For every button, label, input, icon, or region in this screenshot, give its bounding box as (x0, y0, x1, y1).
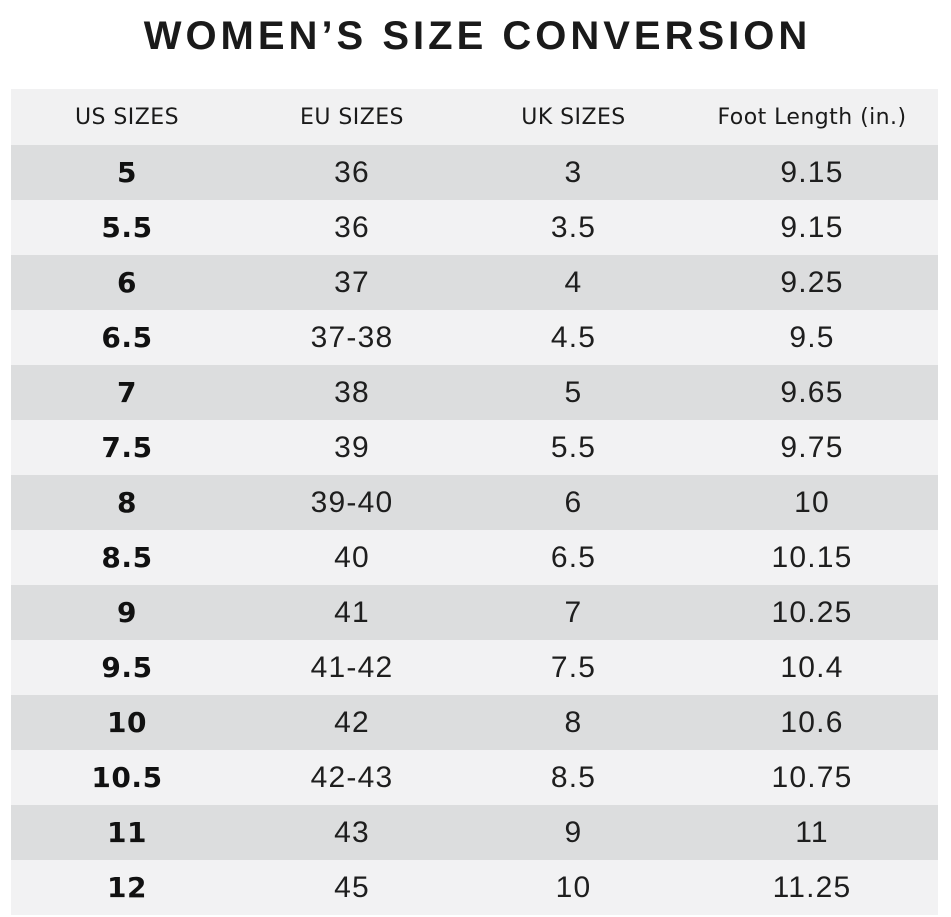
cell-uk-size: 8.5 (550, 760, 597, 794)
cell-uk-size: 4.5 (550, 320, 597, 354)
cell-foot-length: 10.75 (771, 760, 853, 794)
cell-us-size: 12 (106, 871, 148, 904)
table-row: 11 43 9 11 (11, 805, 938, 860)
cell-eu-size: 39-40 (310, 485, 394, 519)
cell-us-size: 9 (116, 596, 138, 629)
table-header: US SIZES EU SIZES UK SIZES Foot Length (… (11, 89, 938, 145)
cell-foot-length: 11 (795, 815, 829, 849)
cell-foot-length: 9.75 (780, 430, 844, 464)
cell-eu-size: 39 (334, 430, 370, 464)
cell-foot-length: 10.15 (771, 540, 853, 574)
cell-uk-size: 3 (564, 155, 583, 189)
cell-foot-length: 10.25 (771, 595, 853, 629)
cell-foot-length: 10.4 (780, 650, 844, 684)
cell-us-size: 9.5 (101, 651, 153, 684)
cell-us-size: 7.5 (101, 431, 153, 464)
cell-eu-size: 36 (334, 210, 370, 244)
cell-uk-size: 8 (564, 705, 583, 739)
cell-foot-length: 10.6 (780, 705, 844, 739)
table-row: 9 41 7 10.25 (11, 585, 938, 640)
table-row: 12 45 10 11.25 (11, 860, 938, 915)
cell-foot-length: 9.15 (780, 210, 844, 244)
table-row: 6.5 37-38 4.5 9.5 (11, 310, 938, 365)
cell-uk-size: 7 (564, 595, 583, 629)
cell-uk-size: 5 (564, 375, 583, 409)
cell-us-size: 8.5 (101, 541, 153, 574)
cell-uk-size: 9 (564, 815, 583, 849)
size-conversion-table: US SIZES EU SIZES UK SIZES Foot Length (… (11, 89, 938, 915)
cell-us-size: 10.5 (91, 761, 163, 794)
cell-eu-size: 37-38 (310, 320, 394, 354)
cell-eu-size: 38 (334, 375, 370, 409)
cell-eu-size: 36 (334, 155, 370, 189)
column-header-eu-sizes: EU SIZES (243, 89, 461, 145)
table-row: 7 38 5 9.65 (11, 365, 938, 420)
cell-us-size: 5.5 (101, 211, 153, 244)
cell-us-size: 10 (106, 706, 148, 739)
cell-foot-length: 9.65 (780, 375, 844, 409)
cell-eu-size: 40 (334, 540, 370, 574)
table-row: 6 37 4 9.25 (11, 255, 938, 310)
cell-uk-size: 4 (564, 265, 583, 299)
table-row: 10.5 42-43 8.5 10.75 (11, 750, 938, 805)
column-header-foot-length: Foot Length (in.) (686, 89, 938, 145)
cell-us-size: 6 (116, 266, 138, 299)
cell-uk-size: 3.5 (550, 210, 597, 244)
cell-foot-length: 9.25 (780, 265, 844, 299)
table-row: 5 36 3 9.15 (11, 145, 938, 200)
table-row: 9.5 41-42 7.5 10.4 (11, 640, 938, 695)
cell-us-size: 7 (116, 376, 138, 409)
page-title: WOMEN’S SIZE CONVERSION (143, 14, 812, 58)
cell-uk-size: 7.5 (550, 650, 597, 684)
cell-us-size: 5 (116, 156, 138, 189)
cell-eu-size: 42-43 (310, 760, 394, 794)
column-header-uk-sizes: UK SIZES (461, 89, 686, 145)
cell-eu-size: 41 (334, 595, 370, 629)
table-row: 7.5 39 5.5 9.75 (11, 420, 938, 475)
cell-eu-size: 43 (334, 815, 370, 849)
cell-eu-size: 42 (334, 705, 370, 739)
cell-eu-size: 45 (334, 870, 370, 904)
cell-foot-length: 11.25 (772, 870, 852, 904)
table-body: 5 36 3 9.15 5.5 36 3.5 9.15 6 37 4 9.25 6.5 37-38 4.5 9… (11, 145, 938, 915)
cell-foot-length: 9.5 (789, 320, 835, 354)
cell-uk-size: 5.5 (550, 430, 597, 464)
cell-uk-size: 10 (555, 870, 592, 904)
cell-uk-size: 6.5 (550, 540, 597, 574)
column-header-us-sizes: US SIZES (11, 89, 243, 145)
table-row: 8 39-40 6 10 (11, 475, 938, 530)
cell-foot-length: 9.15 (780, 155, 844, 189)
cell-foot-length: 10 (794, 485, 830, 519)
table-row: 5.5 36 3.5 9.15 (11, 200, 938, 255)
cell-uk-size: 6 (564, 485, 583, 519)
cell-us-size: 6.5 (101, 321, 153, 354)
cell-us-size: 8 (116, 486, 138, 519)
header-row: US SIZES EU SIZES UK SIZES Foot Length (… (11, 89, 938, 145)
table-row: 10 42 8 10.6 (11, 695, 938, 750)
table-row: 8.5 40 6.5 10.15 (11, 530, 938, 585)
cell-us-size: 11 (106, 816, 148, 849)
cell-eu-size: 41-42 (310, 650, 394, 684)
cell-eu-size: 37 (334, 265, 370, 299)
